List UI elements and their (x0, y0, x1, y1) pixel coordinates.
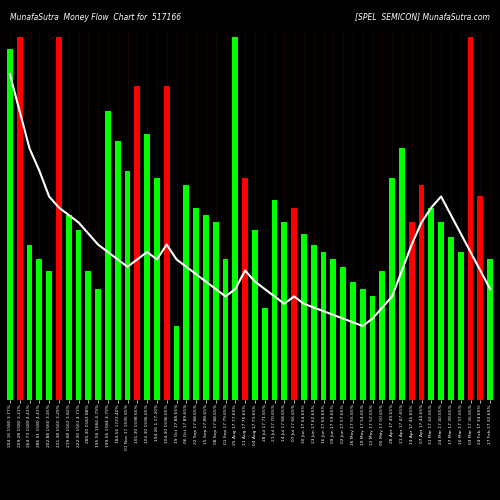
Bar (213, 222, 218, 400)
Bar (115, 141, 120, 400)
Bar (203, 215, 209, 400)
Bar (184, 186, 189, 400)
Bar (409, 222, 414, 400)
Bar (487, 260, 493, 400)
Bar (105, 112, 111, 400)
Bar (389, 178, 395, 400)
Bar (26, 244, 32, 400)
Bar (144, 134, 150, 400)
Bar (438, 222, 444, 400)
Bar (350, 282, 356, 400)
Bar (56, 38, 62, 400)
Bar (193, 208, 199, 400)
Bar (124, 170, 130, 400)
Bar (46, 270, 52, 400)
Bar (174, 326, 180, 400)
Bar (370, 296, 376, 400)
Bar (242, 178, 248, 400)
Bar (76, 230, 82, 400)
Text: [SPEL  SEMICON] MunafaSutra.com: [SPEL SEMICON] MunafaSutra.com (355, 12, 490, 22)
Bar (282, 222, 287, 400)
Bar (340, 267, 346, 400)
Bar (291, 208, 297, 400)
Bar (134, 86, 140, 400)
Bar (360, 289, 366, 400)
Bar (399, 148, 405, 400)
Bar (448, 237, 454, 400)
Bar (252, 230, 258, 400)
Bar (262, 308, 268, 400)
Bar (272, 200, 278, 400)
Bar (380, 270, 385, 400)
Bar (301, 234, 307, 400)
Bar (36, 260, 42, 400)
Bar (330, 260, 336, 400)
Bar (86, 270, 91, 400)
Bar (320, 252, 326, 400)
Text: MunafaSutra  Money Flow  Chart for  517166: MunafaSutra Money Flow Chart for 517166 (10, 12, 181, 22)
Bar (468, 38, 473, 400)
Bar (232, 38, 238, 400)
Bar (311, 244, 316, 400)
Bar (17, 38, 22, 400)
Bar (7, 48, 13, 400)
Bar (164, 86, 170, 400)
Bar (458, 252, 464, 400)
Bar (222, 260, 228, 400)
Bar (95, 289, 101, 400)
Bar (428, 208, 434, 400)
Bar (154, 178, 160, 400)
Bar (418, 186, 424, 400)
Bar (66, 215, 71, 400)
Bar (478, 196, 483, 400)
